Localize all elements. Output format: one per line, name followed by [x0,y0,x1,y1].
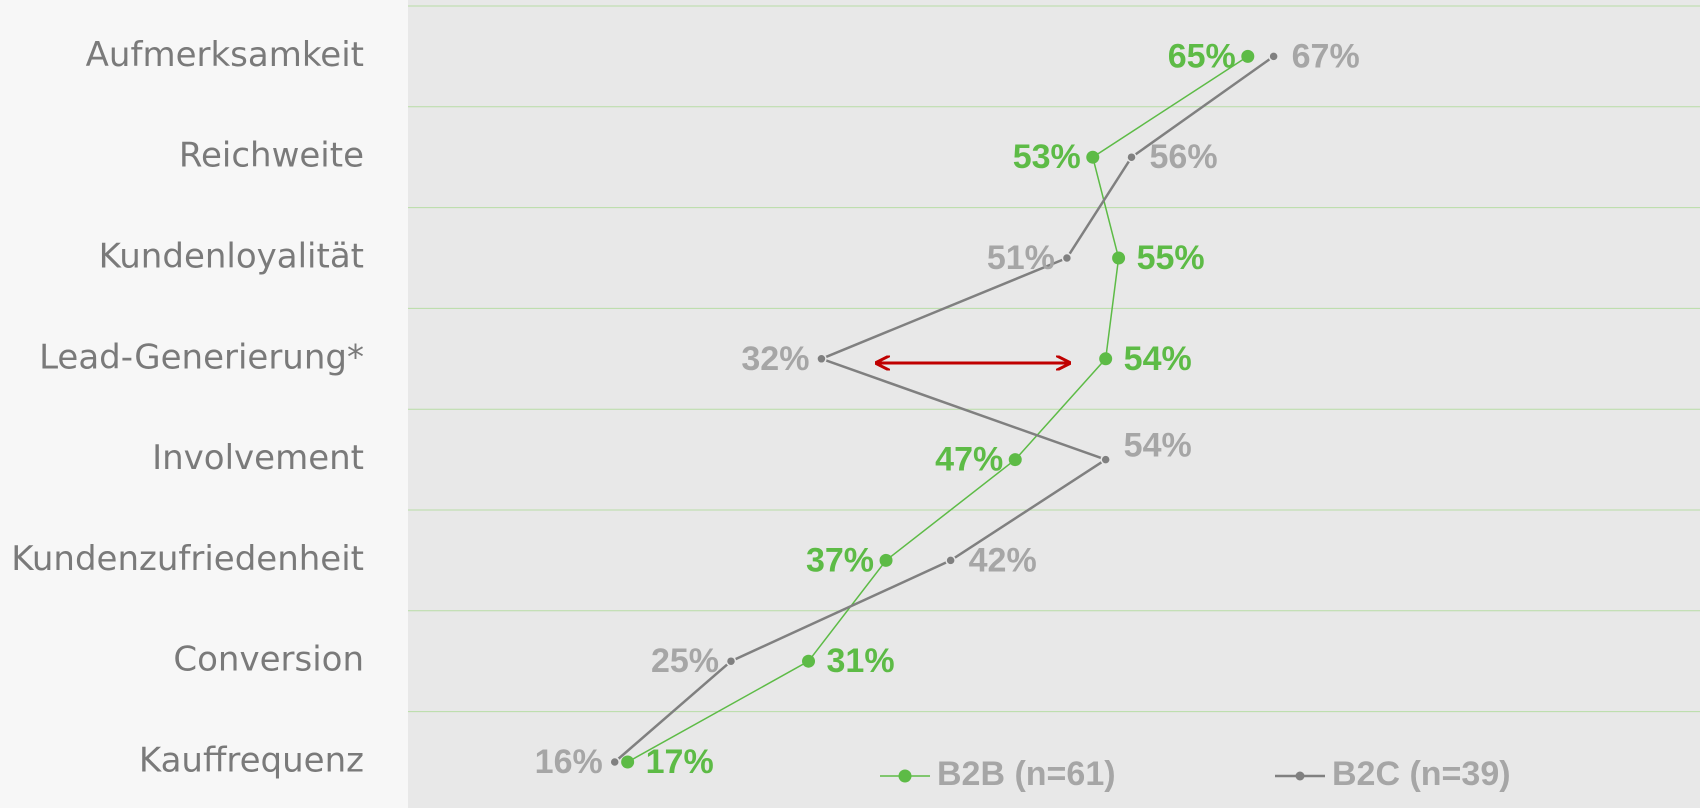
data-point [1112,251,1126,265]
data-point [621,755,635,769]
data-label: 37% [806,541,874,579]
data-point [802,654,816,668]
series-line [613,55,1275,763]
category-label: Lead-Generierung* [39,337,364,377]
data-point [609,756,620,768]
data-label: 25% [651,642,719,680]
data-point [945,555,956,566]
category-label: Kundenzufriedenheit [11,539,364,579]
data-label: 54% [1124,427,1192,465]
data-label: 51% [987,239,1055,277]
data-point [1099,352,1113,366]
data-label: 67% [1292,37,1360,75]
legend-swatch-dot [898,769,912,783]
data-label: 32% [741,340,809,378]
data-label: 65% [1168,37,1236,75]
data-point [1008,453,1022,467]
data-label: 17% [646,743,714,781]
data-point [816,353,827,365]
data-label: 47% [935,441,1003,479]
data-label: 54% [1124,340,1192,378]
data-label: 31% [827,642,895,680]
plot-area [408,0,1700,808]
category-label: Kundenloyalität [99,237,364,277]
data-point [725,655,737,667]
category-label: Reichweite [179,136,364,176]
data-point [1241,49,1255,63]
data-label: 55% [1137,239,1205,277]
category-label: Involvement [152,438,364,478]
category-label: Aufmerksamkeit [86,35,364,75]
data-label: 42% [969,541,1037,579]
series-line [627,55,1249,763]
legend-label: B2C (n=39) [1332,755,1511,793]
data-point [1086,150,1100,164]
data-point [1100,454,1111,465]
data-point [1061,252,1073,264]
data-point [1126,151,1137,163]
data-point [879,553,893,567]
legend-label: B2B (n=61) [937,755,1116,793]
data-label: 56% [1150,138,1218,176]
data-label: 53% [1013,138,1081,176]
legend-swatch-dot [1295,771,1305,781]
data-label: 16% [535,743,603,781]
data-point [1268,51,1279,62]
category-label: Conversion [173,640,364,680]
category-label: Kauffrequenz [139,741,364,781]
